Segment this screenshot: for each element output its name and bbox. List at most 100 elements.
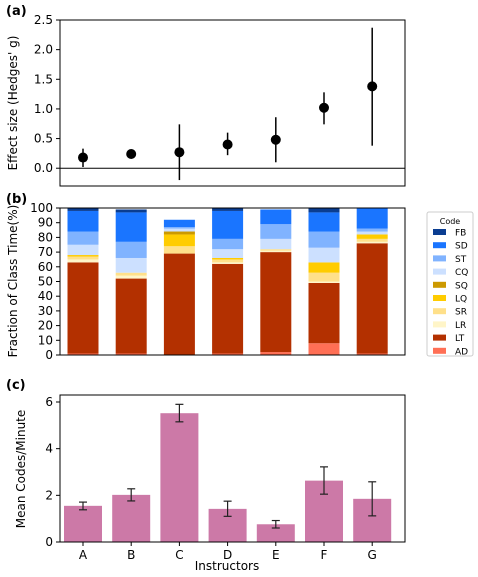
codes-rate-bar: [160, 413, 199, 542]
instructor-tick-label: G: [368, 548, 377, 562]
panel-c-ytick-label: 2: [45, 488, 53, 502]
segment-sd: [67, 210, 99, 232]
legend-label-cq: CQ: [455, 268, 468, 278]
panel-b-ytick-label: 10: [38, 333, 53, 347]
panel-c-ytick-label: 4: [45, 442, 53, 456]
segment-sr: [115, 272, 147, 276]
segment-ad: [356, 353, 388, 355]
instructor-tick-label: F: [321, 548, 328, 562]
effect-size-point: [319, 102, 329, 113]
panel-a-ytick-label: 0.0: [34, 161, 53, 175]
effect-size-point: [367, 81, 378, 92]
panel-b-ylabel: Fraction of Class Time(%): [6, 205, 20, 358]
panel-a-ytick-label: 0.5: [34, 132, 53, 146]
segment-lt: [260, 252, 292, 353]
segment-fb: [308, 208, 340, 213]
instructor-tick-label: D: [223, 548, 232, 562]
legend-label-lt: LT: [455, 334, 465, 344]
segment-lt: [356, 243, 388, 354]
segment-cq: [163, 228, 195, 232]
legend-swatch-fb: [433, 229, 446, 235]
segment-sr: [260, 249, 292, 251]
panel-b-ytick-label: 100: [30, 201, 53, 215]
panel-b-frame: [59, 207, 406, 356]
panel-c-ylabel: Mean Codes/Minute: [14, 410, 28, 529]
legend-swatch-lr: [433, 321, 446, 328]
segment-ad: [115, 353, 147, 355]
instructor-tick-label: B: [127, 548, 135, 562]
segment-lq: [212, 257, 244, 260]
segment-lt: [163, 253, 195, 355]
legend-label-sr: SR: [455, 308, 467, 318]
codes-per-minute-panel: A B C D E F G 0 2 4 6: [45, 394, 406, 562]
legend-label-lr: LR: [455, 321, 466, 331]
effect-size-point: [78, 152, 88, 163]
panel-b-ytick-label: 40: [38, 289, 53, 303]
legend-swatch-ad: [433, 347, 446, 354]
segment-sr: [163, 246, 195, 254]
segment-lq: [67, 255, 99, 257]
effect-size-point: [270, 134, 281, 145]
segment-sr: [356, 238, 388, 242]
segment-lt: [308, 282, 340, 344]
segment-ad: [212, 353, 244, 355]
segment-ad: [67, 353, 99, 355]
segment-fb: [67, 208, 99, 211]
panel-c-frame: [59, 394, 406, 543]
segment-sr: [308, 272, 340, 282]
segment-lt: [67, 262, 99, 354]
segment-sd: [212, 210, 244, 239]
segment-sd: [260, 209, 292, 225]
segment-st: [212, 238, 244, 250]
legend-label-sd: SD: [455, 242, 468, 252]
legend-label-ad: AD: [455, 347, 468, 357]
legend-label-lq: LQ: [455, 295, 467, 305]
panel-b-label: (b): [6, 192, 27, 207]
instructor-tick-label: A: [79, 548, 88, 562]
panel-c-ytick-label: 0: [45, 535, 53, 549]
segment-sr: [67, 256, 99, 260]
segment-cq: [260, 238, 292, 250]
segment-sd: [163, 219, 195, 228]
segment-ad: [308, 343, 340, 355]
effect-size-point: [174, 147, 185, 158]
segment-lr: [67, 259, 99, 263]
panel-b-ytick-label: 50: [38, 275, 53, 289]
segment-lr: [260, 250, 292, 253]
legend-swatch-lt: [433, 334, 446, 341]
code-legend: Code FB SD ST CQ SQ LQ SR LR LT AD: [426, 211, 474, 357]
segment-st: [115, 241, 147, 258]
segment-sd: [115, 212, 147, 242]
panel-a-ytick-label: 1.0: [34, 102, 53, 116]
effect-size-point: [126, 148, 137, 159]
effect-size-point: [222, 139, 233, 150]
segment-st: [356, 228, 388, 232]
segment-sd: [356, 208, 388, 229]
segment-fb: [212, 208, 244, 211]
codes-rate-bar: [64, 505, 102, 542]
legend-label-fb: FB: [455, 229, 466, 239]
segment-lt: [115, 278, 147, 354]
legend-swatch-st: [433, 255, 446, 262]
panel-a-frame: [59, 19, 406, 187]
legend-swatch-lq: [433, 295, 446, 301]
panel-b-ytick-label: 60: [38, 260, 53, 274]
instructor-tick-label: C: [175, 548, 183, 562]
segment-lr: [356, 241, 388, 244]
panel-b-ytick-label: 20: [38, 319, 53, 333]
panel-a-label: (a): [6, 4, 27, 19]
legend-title: Code: [440, 217, 461, 226]
segment-cq: [67, 244, 99, 256]
segment-lq: [163, 234, 195, 247]
panel-b-ytick-label: 70: [38, 245, 53, 259]
panel-a-ytick-label: 2.0: [34, 43, 53, 57]
segment-fb: [115, 209, 147, 213]
instructor-tick-label: E: [272, 548, 280, 562]
segment-lt: [212, 263, 244, 354]
segment-cq: [115, 257, 147, 273]
panel-b-ytick-label: 30: [38, 304, 53, 318]
legend-swatch-sr: [433, 308, 446, 315]
panel-a-ylabel: Effect size (Hedges' g): [6, 36, 20, 171]
segment-ad: [260, 352, 292, 355]
